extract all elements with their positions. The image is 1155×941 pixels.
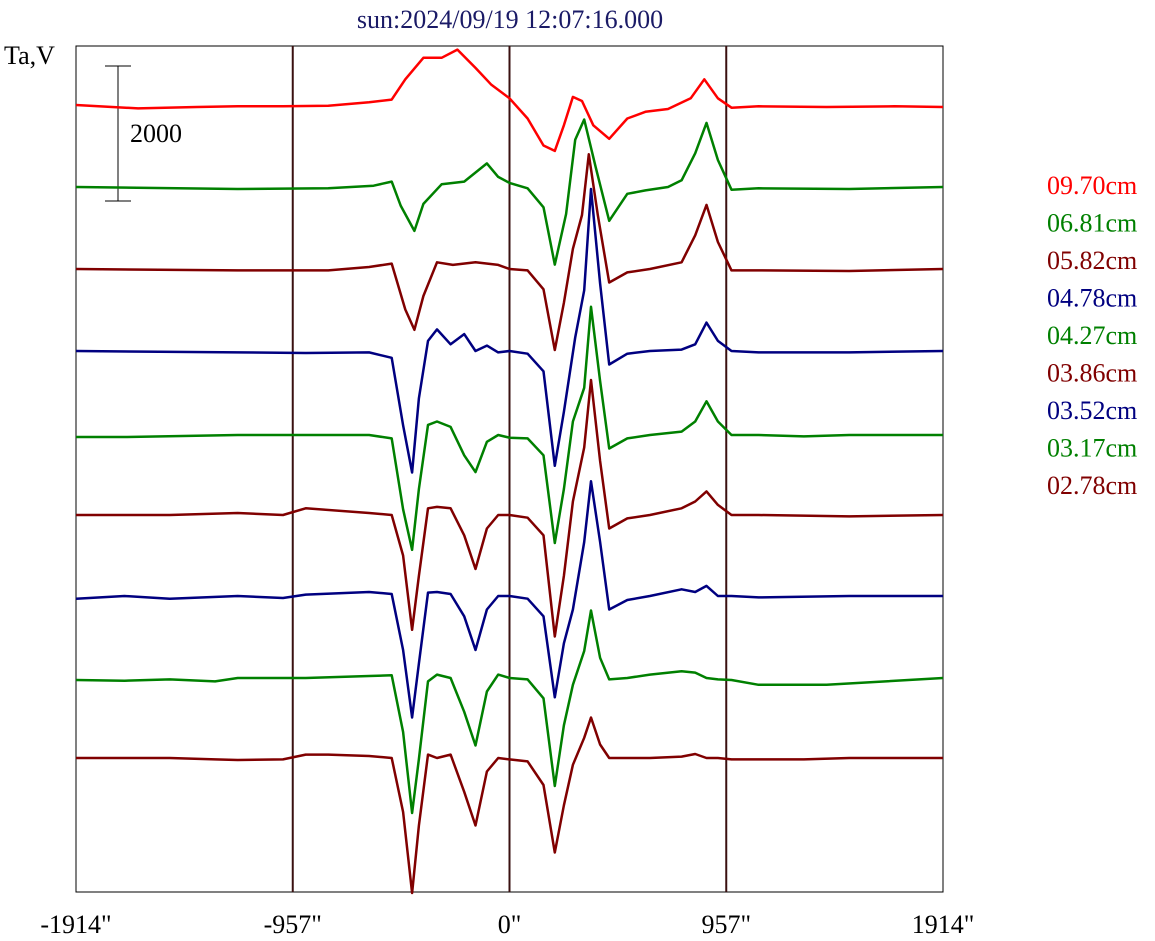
legend-entry: 03.86cm: [1047, 359, 1137, 388]
legend: 09.70cm 06.81cm 05.82cm 04.78cm 04.27cm 03.86…: [1047, 171, 1137, 500]
x-tick-label: 1914": [912, 910, 975, 939]
legend-entry: 03.17cm: [1047, 434, 1137, 463]
x-tick-labels: -1914" -957" 0" 957" 1914": [40, 910, 974, 939]
series-line-03.86cm: [76, 378, 944, 638]
series-lines: [75, 48, 944, 895]
legend-entry: 05.82cm: [1047, 246, 1137, 275]
series-line-02.78cm: [76, 716, 943, 895]
legend-entry: 04.27cm: [1047, 321, 1137, 350]
scale-bar: 2000: [105, 65, 182, 202]
series-line-03.52cm: [75, 480, 943, 719]
legend-entry: 04.78cm: [1047, 284, 1137, 313]
vertical-marker-lines: [291, 46, 728, 892]
y-axis-label: Ta,V: [4, 41, 55, 70]
series-line-09.70cm: [75, 48, 944, 153]
x-tick-label: 957": [701, 910, 751, 939]
legend-entry: 03.52cm: [1047, 396, 1137, 425]
legend-entry: 06.81cm: [1047, 209, 1137, 238]
series-line-06.81cm: [75, 118, 944, 266]
legend-entry: 09.70cm: [1047, 171, 1137, 200]
scale-bar-label: 2000: [130, 119, 182, 148]
x-tick-label: -957": [264, 910, 322, 939]
legend-entry: 02.78cm: [1047, 471, 1137, 500]
x-tick-label: -1914": [40, 910, 111, 939]
series-line-04.78cm: [75, 187, 944, 474]
x-tick-label: 0": [498, 910, 522, 939]
series-line-05.82cm: [75, 153, 944, 352]
chart-title: sun:2024/09/19 12:07:16.000: [357, 5, 663, 34]
series-line-04.27cm: [76, 305, 943, 552]
series-line-03.17cm: [75, 609, 944, 815]
